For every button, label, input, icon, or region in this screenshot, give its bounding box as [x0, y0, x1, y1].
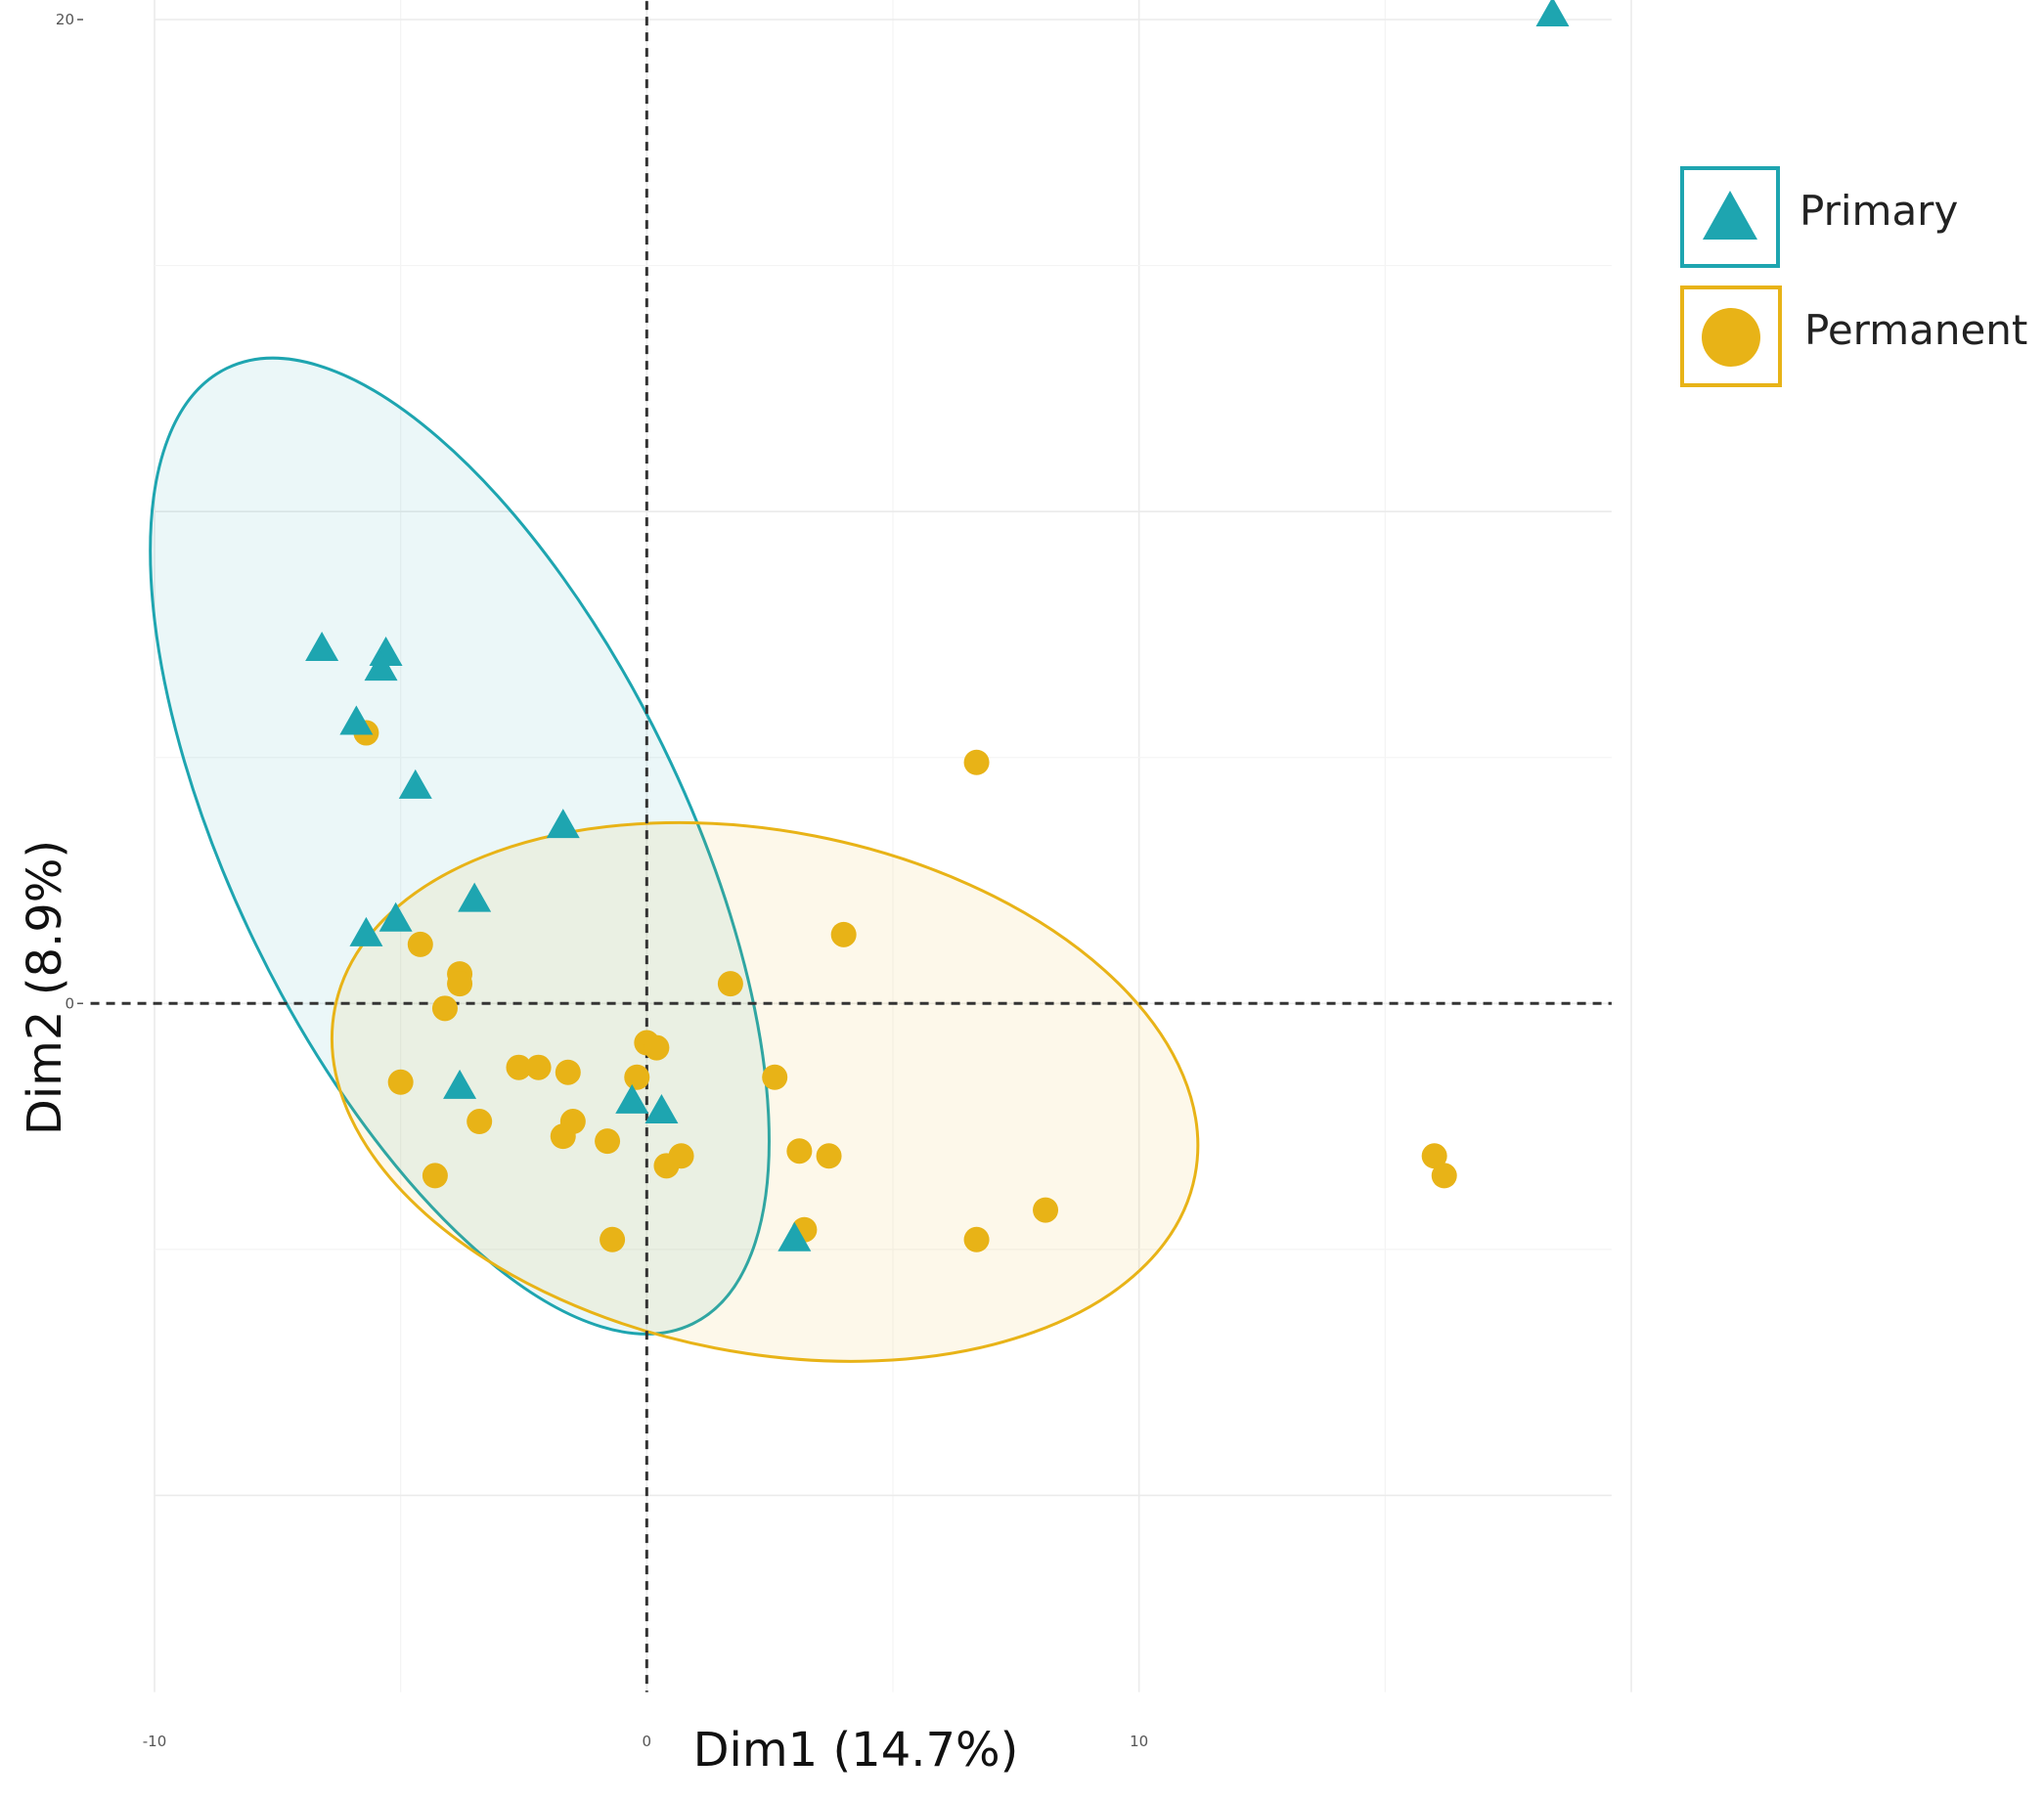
legend-circle-icon	[1702, 308, 1760, 367]
data-point-permanent	[762, 1064, 788, 1090]
data-point-permanent	[1421, 1143, 1447, 1169]
data-point-primary	[458, 882, 492, 912]
data-point-permanent	[653, 1153, 680, 1179]
data-point-permanent	[830, 921, 857, 947]
data-point-permanent	[963, 749, 990, 775]
data-point-permanent	[595, 1128, 621, 1155]
data-point-primary	[778, 1221, 812, 1252]
data-point-permanent	[963, 1226, 990, 1252]
data-points	[305, 0, 1570, 1252]
data-point-primary	[305, 632, 339, 662]
data-point-permanent	[816, 1143, 842, 1169]
data-point-permanent	[447, 971, 473, 997]
x-axis-title: Dim1 (14.7%)	[693, 1723, 1019, 1778]
data-point-permanent	[407, 931, 433, 957]
y-tick-label: 20	[56, 11, 74, 28]
data-point-primary	[546, 809, 580, 839]
data-point-permanent	[644, 1034, 670, 1061]
legend: Primary Permanent	[1680, 166, 2027, 387]
data-point-permanent	[555, 1059, 581, 1085]
data-point-permanent	[506, 1054, 532, 1080]
x-tick-label: -10	[143, 1733, 167, 1750]
data-point-permanent	[387, 1069, 414, 1095]
data-point-primary	[378, 901, 413, 932]
x-tick-label: 10	[1130, 1733, 1148, 1750]
data-point-permanent	[422, 1163, 448, 1189]
data-point-permanent	[431, 995, 458, 1022]
data-point-primary	[644, 1093, 679, 1123]
data-point-permanent	[717, 971, 743, 997]
confidence-ellipse-primary	[149, 356, 771, 1336]
reference-lines	[90, 0, 1612, 1692]
data-point-primary	[1535, 0, 1570, 26]
data-point-permanent	[786, 1138, 813, 1164]
data-point-primary	[349, 916, 383, 946]
legend-label-primary: Primary	[1800, 187, 1958, 235]
y-axis-title: Dim2 (8.9%)	[18, 840, 72, 1135]
confidence-ellipse-permanent	[330, 820, 1200, 1363]
legend-triangle-icon	[1703, 191, 1757, 240]
data-point-primary	[615, 1083, 649, 1114]
data-point-permanent	[550, 1123, 576, 1150]
data-point-permanent	[525, 1054, 552, 1080]
data-point-primary	[443, 1069, 477, 1099]
data-point-primary	[398, 769, 432, 799]
data-point-permanent	[1431, 1163, 1457, 1189]
data-point-permanent	[1033, 1197, 1059, 1223]
y-tick-label: 0	[65, 994, 74, 1012]
confidence-ellipses	[149, 356, 1200, 1363]
data-point-permanent	[624, 1064, 650, 1090]
data-point-primary	[364, 651, 398, 681]
tick-labels: -10 0 10 0 20	[56, 11, 1148, 1750]
legend-label-permanent: Permanent	[1804, 306, 2027, 354]
data-point-permanent	[600, 1226, 626, 1252]
data-point-primary	[339, 705, 374, 735]
data-point-permanent	[467, 1109, 493, 1135]
grid	[154, 0, 1632, 1692]
x-tick-label: 0	[643, 1733, 652, 1750]
